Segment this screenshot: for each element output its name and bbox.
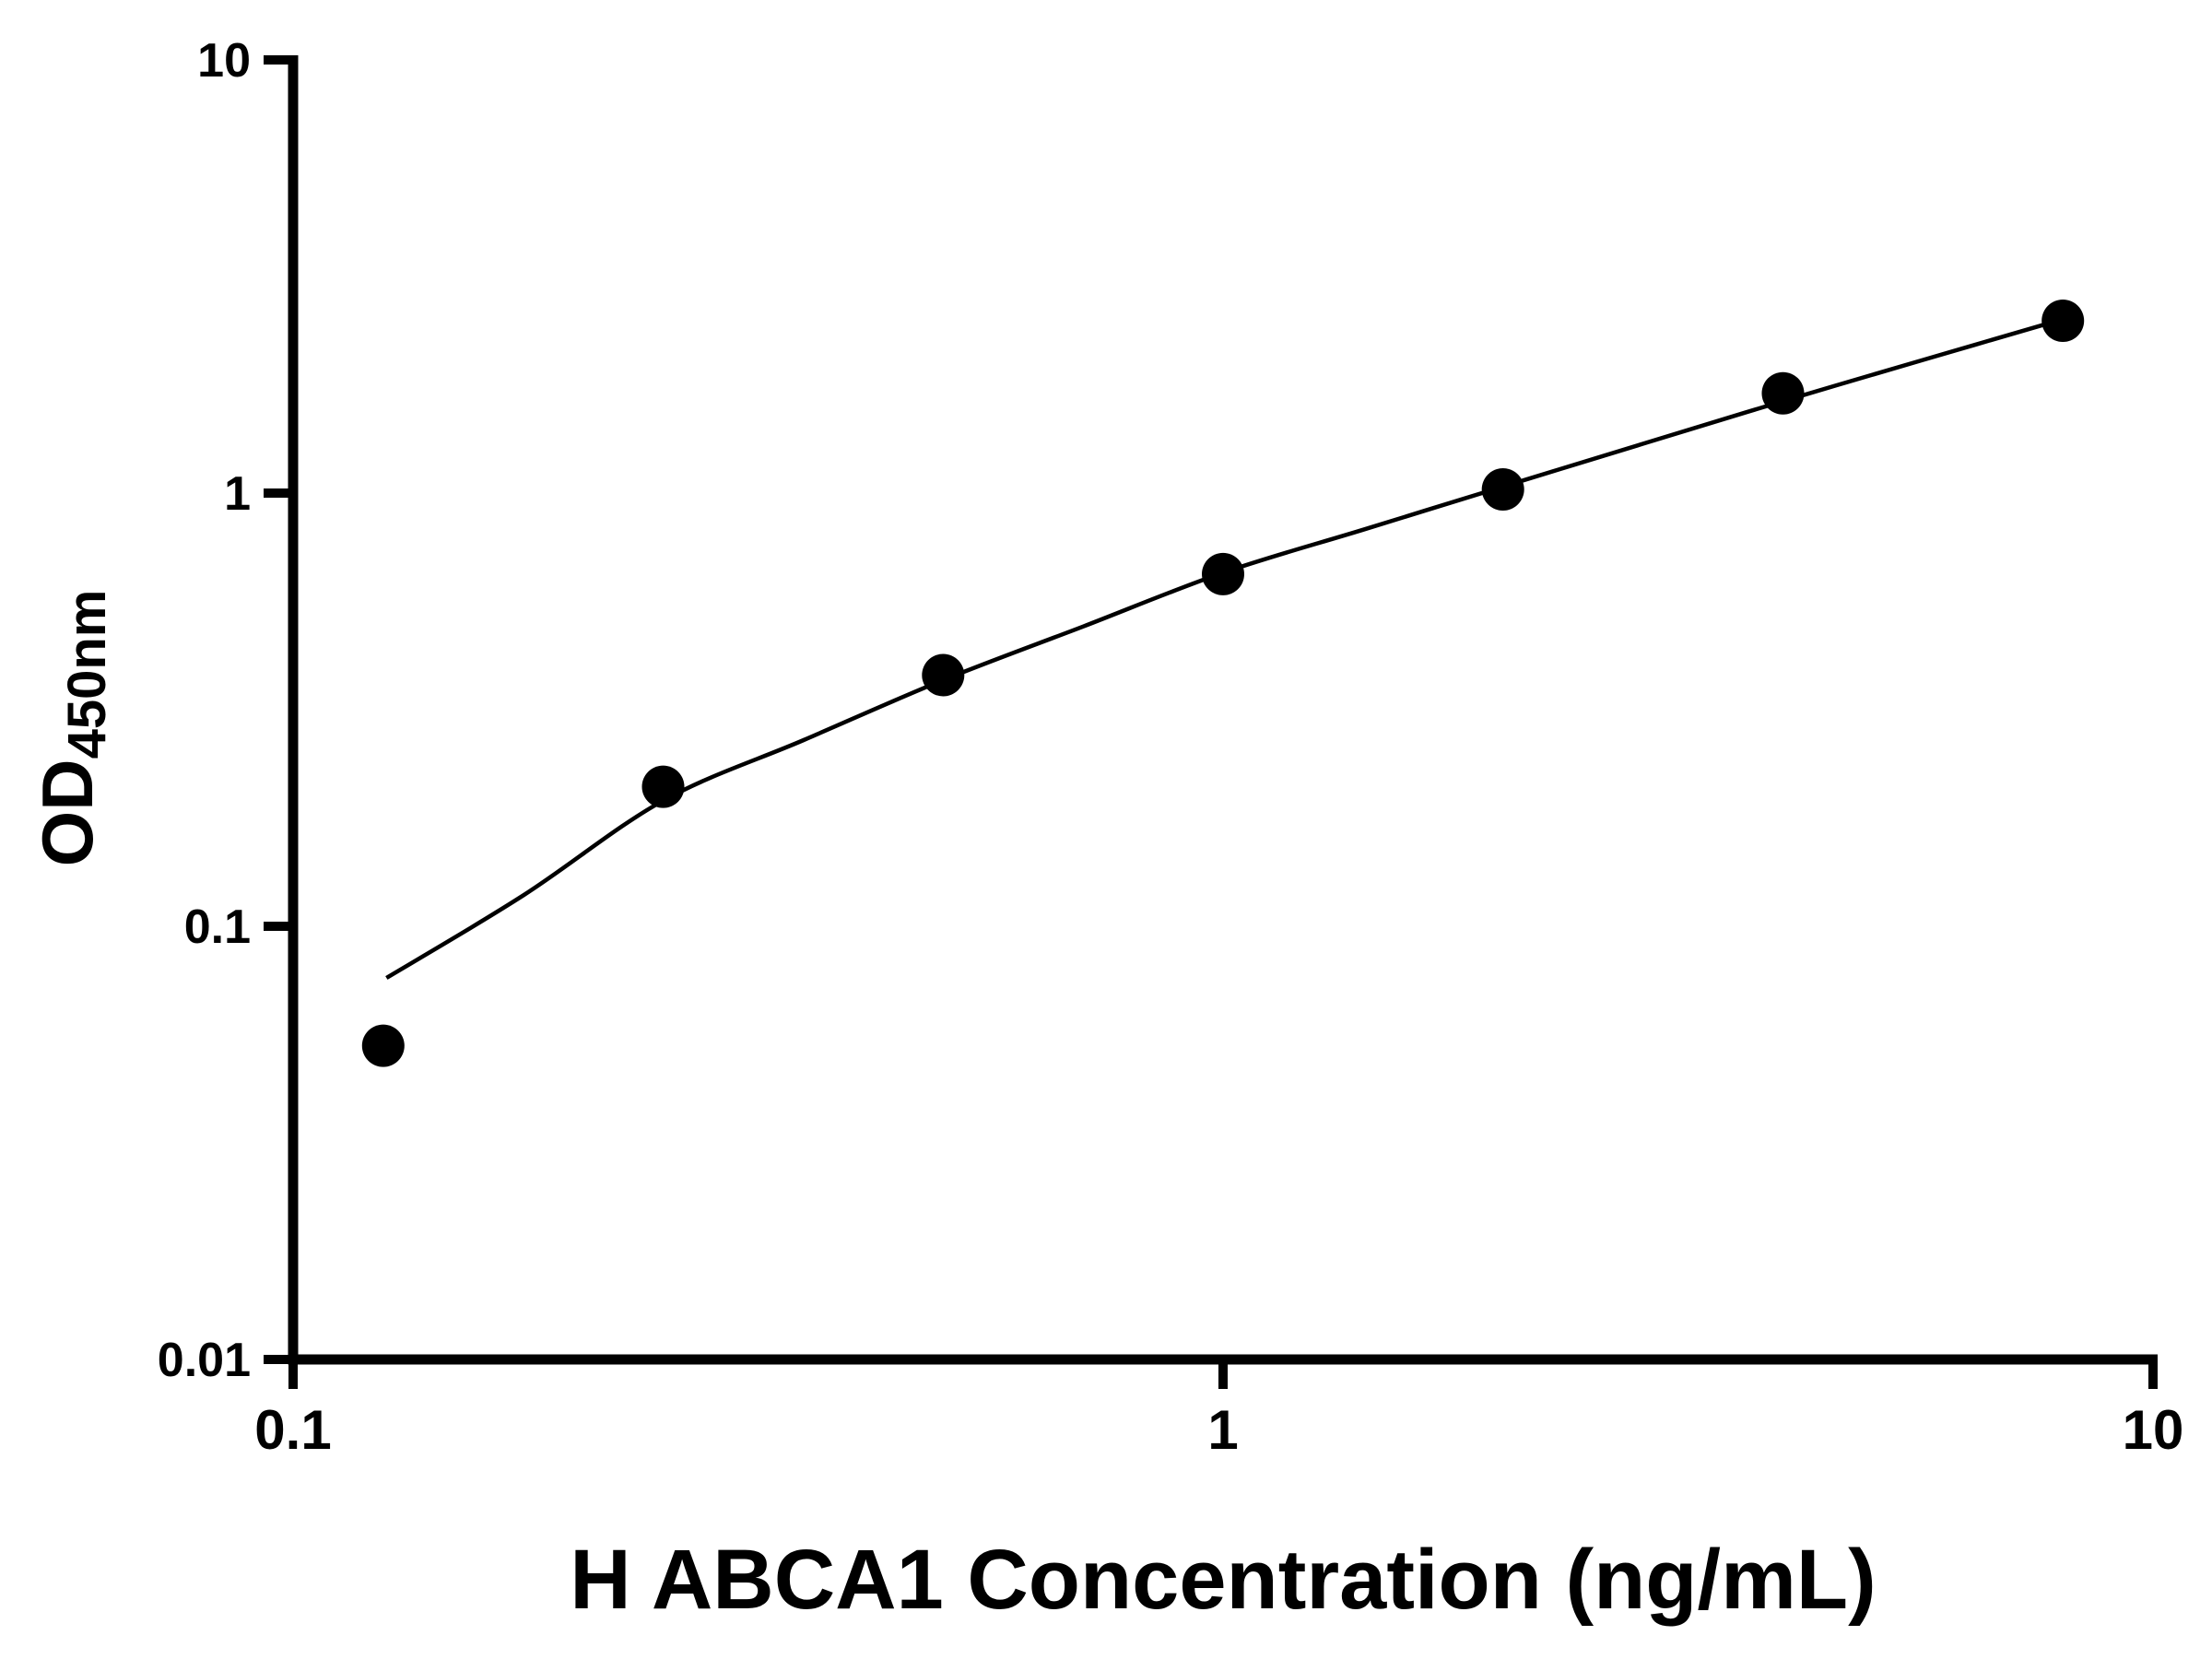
data-point [641,765,685,808]
x-tick-label: 0.1 [254,1399,331,1461]
data-point [922,653,965,697]
y-axis-title-main: OD [27,759,108,866]
x-axis-title: H ABCA1 Concentration (ng/mL) [570,1533,1876,1627]
data-point [1481,468,1524,511]
x-tick-label: 1 [1207,1399,1238,1461]
data-point [2041,300,2085,342]
y-tick-label: 1 [224,467,251,521]
axis-spines [288,55,2158,1365]
fit-curve [385,317,2064,980]
data-point [1202,552,1244,595]
y-tick-label: 10 [197,34,251,88]
x-tick-label: 10 [2123,1399,2184,1461]
data-point [361,1024,405,1067]
y-tick-label: 0.01 [158,1334,251,1387]
y-tick-label: 0.1 [184,900,251,954]
data-point [1761,371,1805,415]
y-axis-title: OD450nm [27,590,117,867]
y-axis-title-sub: 450nm [57,590,117,759]
